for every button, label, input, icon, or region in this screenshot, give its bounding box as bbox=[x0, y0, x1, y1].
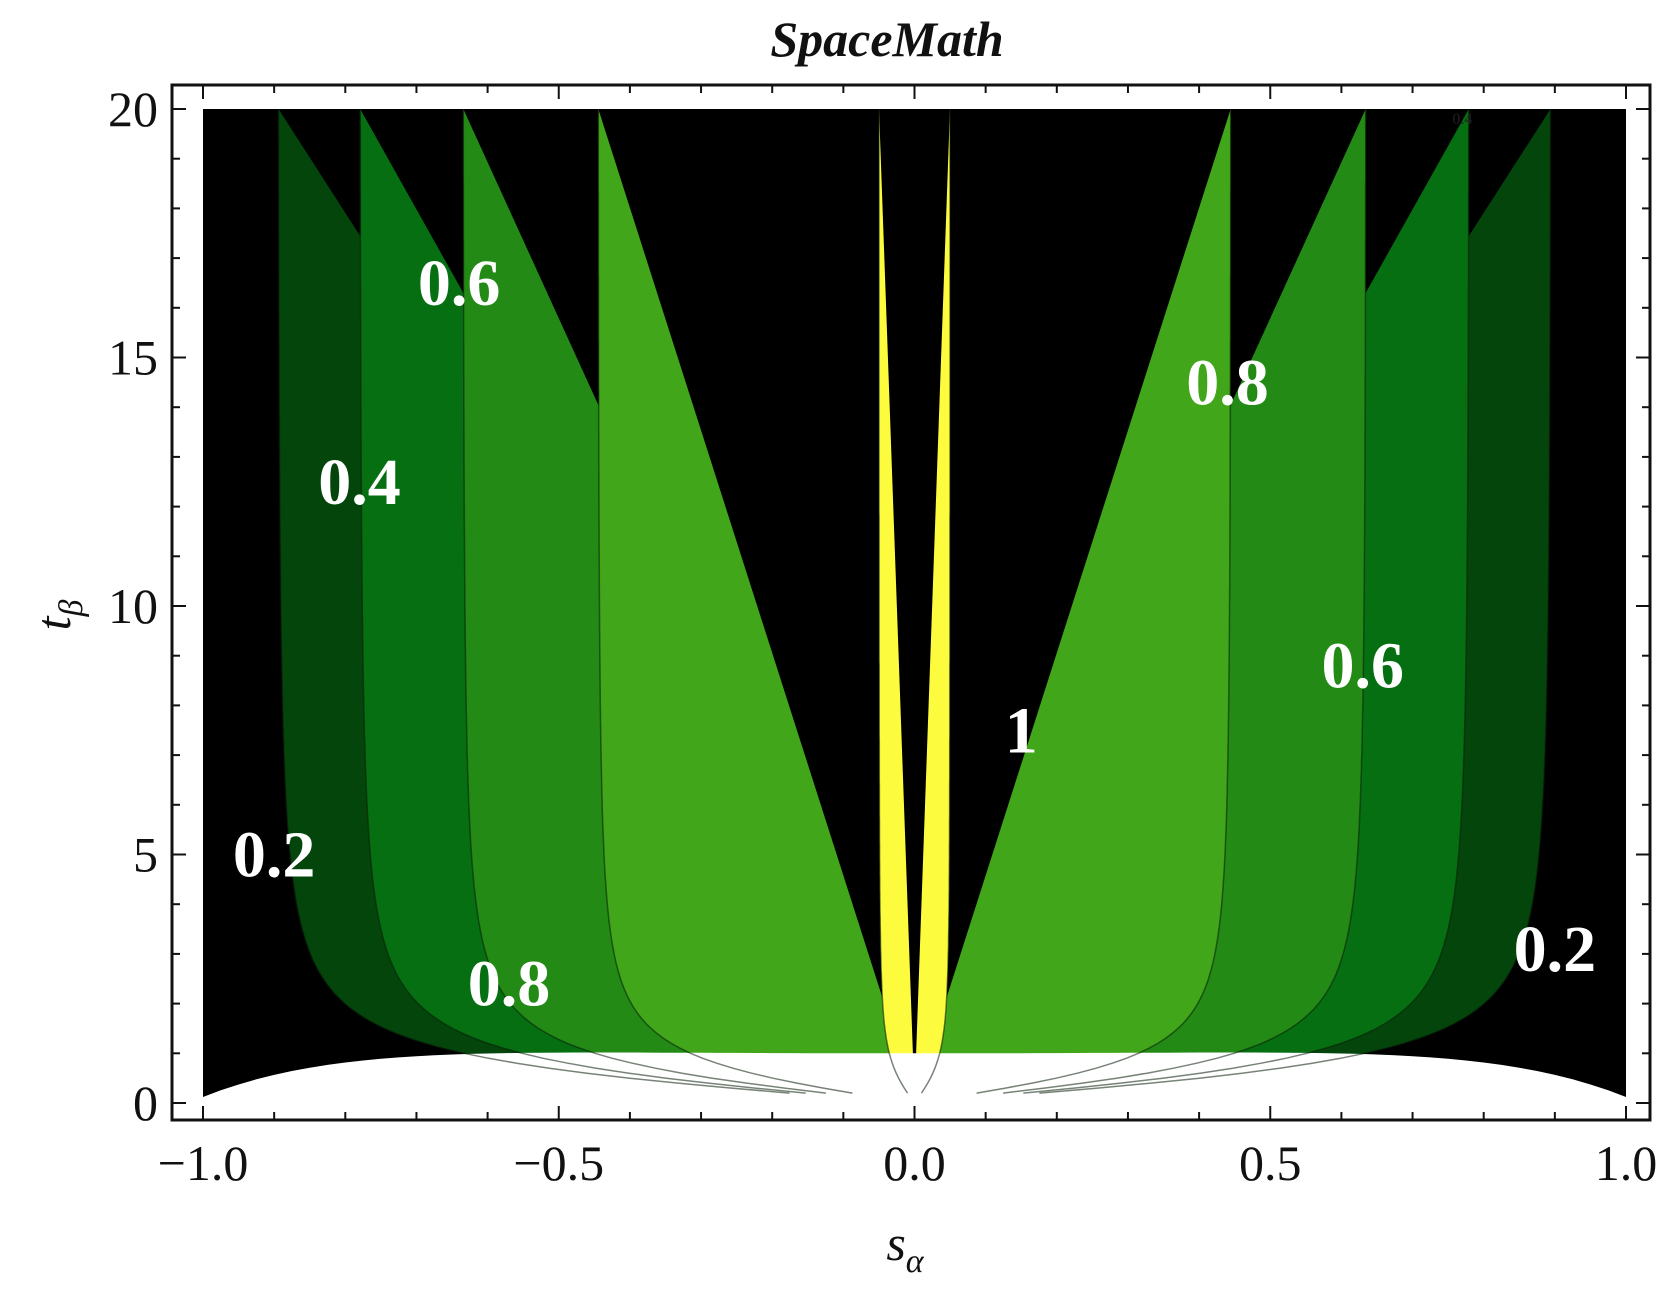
y-axis-tick-labels: 0 5 10 15 20 bbox=[108, 81, 158, 1131]
contour-labels: 0.2 0.4 0.6 0.8 1 0.8 0.6 0.2 0.4 bbox=[233, 111, 1596, 1021]
contour-label: 0.2 bbox=[233, 819, 316, 892]
contour-line-right-0.6 bbox=[1003, 109, 1367, 1094]
contour-line-left-1 bbox=[878, 109, 909, 1094]
contour-line-right-0.4 bbox=[1023, 109, 1470, 1094]
undefined-region bbox=[203, 1052, 1626, 1103]
y-axis-label: tβ bbox=[25, 600, 90, 631]
y-tick-label: 10 bbox=[108, 578, 158, 634]
y-tick-label: 5 bbox=[133, 827, 158, 883]
x-axis-label: sα bbox=[886, 1215, 924, 1280]
axis-ticks bbox=[172, 85, 1650, 1120]
contour-line-left-0.8 bbox=[597, 109, 853, 1094]
contour-label: 0.8 bbox=[1186, 346, 1269, 419]
x-tick-label: −0.5 bbox=[513, 1135, 604, 1191]
contour-band-5 bbox=[879, 109, 950, 1098]
contour-label: 0.6 bbox=[1321, 630, 1404, 703]
contour-line-layer bbox=[277, 109, 1552, 1094]
contour-line-right-1 bbox=[920, 109, 951, 1094]
contour-label: 0.2 bbox=[1514, 913, 1597, 986]
contour-line-right-0.8 bbox=[976, 109, 1232, 1094]
y-tick-label: 15 bbox=[108, 330, 158, 386]
y-axis-label-base: t bbox=[25, 615, 81, 630]
chart-title: SpaceMath bbox=[770, 11, 1003, 67]
contour-fill-layer bbox=[203, 109, 1626, 1103]
contour-label: 0.6 bbox=[418, 247, 501, 320]
x-tick-label: 0.5 bbox=[1239, 1135, 1302, 1191]
contour-label: 0.8 bbox=[468, 948, 551, 1021]
y-tick-label: 20 bbox=[108, 81, 158, 137]
x-tick-label: 1.0 bbox=[1595, 1135, 1658, 1191]
x-axis-label-base: s bbox=[886, 1215, 905, 1271]
x-tick-label: −1.0 bbox=[158, 1135, 249, 1191]
x-axis-label-subscript: α bbox=[906, 1243, 925, 1280]
contour-band-4 bbox=[598, 109, 1231, 1098]
x-tick-label: 0.0 bbox=[883, 1135, 946, 1191]
plot-frame bbox=[170, 83, 1652, 1122]
x-axis-tick-labels: −1.0 −0.5 0.0 0.5 1.0 bbox=[158, 1135, 1658, 1191]
contour-line-left-0.2 bbox=[277, 109, 790, 1094]
y-tick-label: 0 bbox=[133, 1075, 158, 1131]
y-axis-label-subscript: β bbox=[53, 600, 90, 618]
contour-line-right-0.2 bbox=[1039, 109, 1552, 1094]
contour-label: 0.4 bbox=[318, 446, 401, 519]
contour-line-left-0.6 bbox=[462, 109, 826, 1094]
contour-label: 0.4 bbox=[1452, 111, 1472, 128]
contour-label: 1 bbox=[1005, 694, 1038, 767]
contour-line-left-0.4 bbox=[359, 109, 806, 1094]
